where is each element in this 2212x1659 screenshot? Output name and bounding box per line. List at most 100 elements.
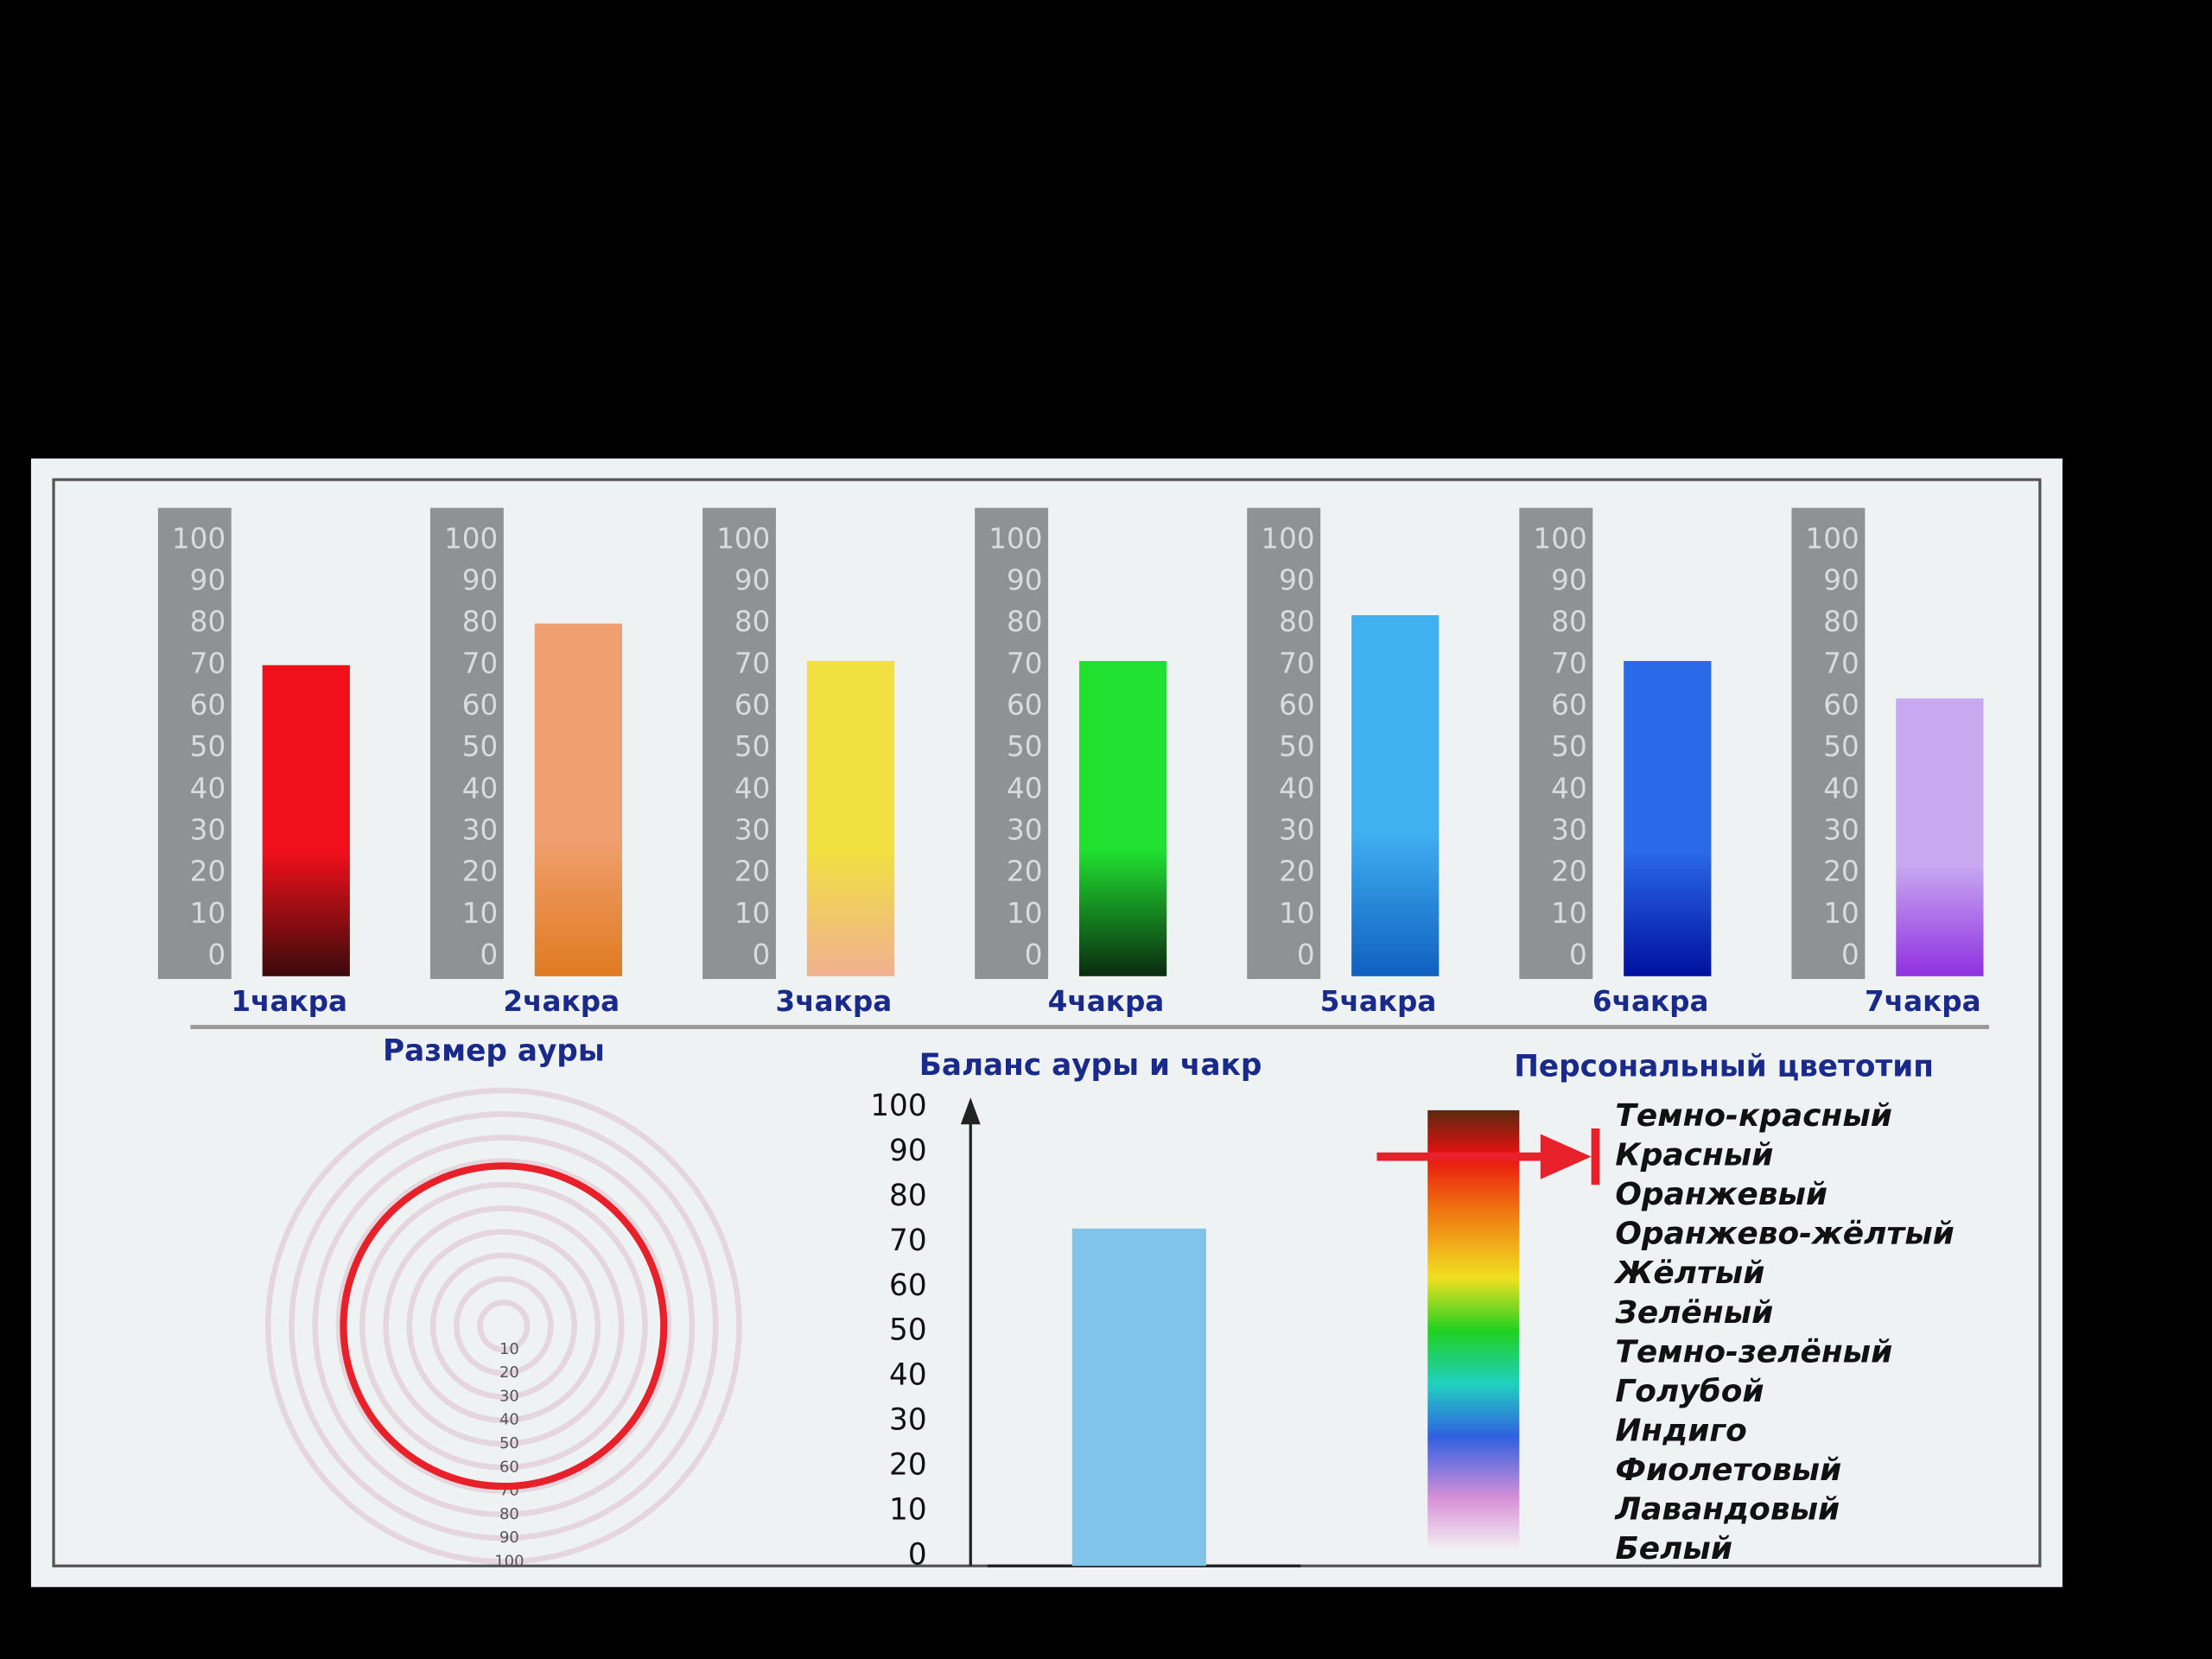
x-tick-label: 6чакра [1592,985,1709,1018]
selection-marker [1376,1128,1600,1185]
r-tick-label: 30 [499,1387,519,1405]
y-tick-label: 50 [1823,730,1859,763]
x-tick-label: 4чакра [1048,985,1165,1018]
y-tick-label: 30 [889,1403,927,1438]
y-tick-label: 20 [1551,855,1587,888]
y-tick-label: 100 [870,1089,926,1123]
y-tick-label: 10 [889,1492,927,1527]
y-tick-label: 80 [1007,606,1043,639]
scale-label: Темно-красный [1615,1098,1892,1134]
y-tick-label: 10 [734,897,771,930]
y-tick-label: 50 [1007,730,1043,763]
y-tick-label: 20 [462,855,499,888]
y-tick-label: 40 [889,1358,927,1393]
scale-label: Голубой [1615,1374,1764,1409]
y-tick-label: 80 [734,606,771,639]
y-tick-label: 20 [889,1447,927,1482]
marker-head [1540,1134,1592,1179]
y-tick-label: 80 [1823,606,1859,639]
y-tick-label: 50 [1279,730,1315,763]
chart-title: Баланс ауры и чакр [919,1048,1262,1083]
ring [312,1135,696,1518]
y-tick-label: 80 [462,606,499,639]
x-tick-label: 2чакра [503,985,620,1018]
y-tick-label: 50 [889,1313,927,1348]
y-tick-label: 50 [190,730,226,763]
y-tick-label: 80 [1279,606,1315,639]
y-tick-label: 60 [1279,689,1315,721]
y-tick-label: 30 [190,813,226,846]
x-tick-label: 3чакра [776,985,893,1018]
color-spectrum [1427,1109,1520,1552]
bar [1078,660,1167,976]
y-tick-label: 60 [462,689,499,721]
bar [1071,1228,1206,1567]
y-tick-label: 50 [1551,730,1587,763]
y-tick-label: 40 [1279,772,1315,804]
y-tick-label: 70 [190,647,226,680]
y-tick-label: 70 [734,647,771,680]
scale-label: Оранжево-жёлтый [1615,1217,1954,1252]
y-tick-label: 100 [988,522,1042,555]
bar [262,664,350,976]
scale-label: Зелёный [1614,1295,1773,1331]
y-tick-label: 80 [190,606,226,639]
ring [359,1181,648,1471]
y-tick-label: 10 [1279,897,1315,930]
ring [406,1229,601,1424]
y-tick-label: 10 [1007,897,1043,930]
axis-arrow [960,1097,981,1125]
y-tick-label: 0 [1841,938,1859,971]
chart-title: Размер ауры [383,1033,605,1068]
y-tick-label: 90 [190,563,226,596]
y-tick-label: 70 [1007,647,1043,680]
y-tick-label: 0 [1025,938,1043,971]
y-tick-label: 40 [1823,772,1859,804]
scale-label: Индиго [1615,1413,1746,1448]
y-tick-label: 40 [1551,772,1587,804]
x-tick-label: 7чакра [1865,985,1981,1018]
y-tick-label: 90 [1279,563,1315,596]
y-tick-label: 100 [1533,522,1586,555]
scale-strip [1247,507,1321,980]
bar [806,660,895,976]
y-tick-label: 20 [1279,855,1315,888]
r-tick-label: 90 [499,1529,519,1547]
ring [289,1111,719,1541]
y-tick-label: 70 [1279,647,1315,680]
scale-label: Красный [1615,1138,1773,1173]
y-tick-label: 30 [1551,813,1587,846]
scale-label: Темно-зелёный [1615,1334,1892,1370]
r-tick-label: 60 [499,1458,519,1476]
y-tick-label: 30 [1823,813,1859,846]
scale-label: Лавандовый [1614,1492,1840,1528]
x-tick-label: 1чакра [231,985,347,1018]
y-tick-label: 60 [1007,689,1043,721]
y-tick-label: 50 [734,730,771,763]
y-tick-label: 100 [1806,522,1859,555]
y-tick-label: 70 [889,1224,927,1258]
r-tick-label: 50 [499,1434,519,1452]
y-tick-label: 0 [1297,938,1315,971]
y-tick-label: 20 [1007,855,1043,888]
ring [429,1252,577,1400]
y-tick-label: 90 [734,563,771,596]
y-tick-label: 80 [1551,606,1587,639]
scale-label: Жёлтый [1612,1255,1764,1291]
x-tick-label: 5чакра [1320,985,1437,1018]
y-tick-label: 30 [1007,813,1043,846]
y-tick-label: 30 [1279,813,1315,846]
y-tick-label: 30 [734,813,771,846]
scale-strip [1791,507,1866,980]
ring [264,1087,742,1565]
y-tick-label: 0 [480,938,499,971]
ring [454,1275,554,1376]
y-tick-label: 60 [190,689,226,721]
y-tick-label: 100 [716,522,770,555]
y-tick-label: 90 [1007,563,1043,596]
y-tick-label: 90 [1823,563,1859,596]
y-tick-label: 40 [734,772,771,804]
y-tick-label: 60 [1823,689,1859,721]
